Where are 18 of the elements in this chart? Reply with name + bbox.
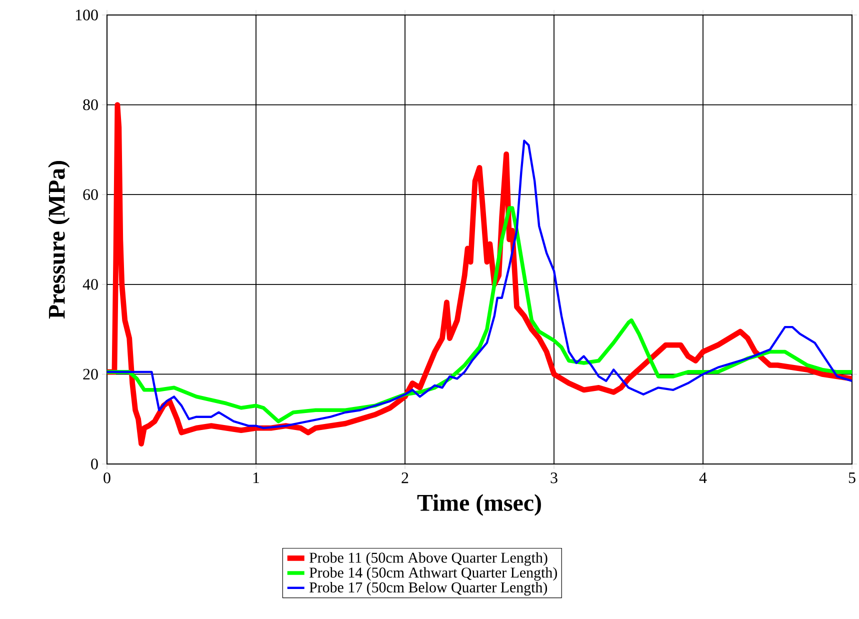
legend-label: Probe 14 (50cm Athwart Quarter Length)	[309, 567, 557, 581]
x-tick-label: 0	[104, 472, 110, 484]
y-tick-label: 20	[83, 368, 98, 380]
x-tick-label: 1	[253, 472, 260, 484]
y-tick-label: 60	[83, 189, 98, 200]
x-tick-label: 4	[699, 472, 707, 484]
y-tick-label: 0	[91, 458, 98, 470]
y-tick-label: 40	[82, 279, 98, 290]
line-series	[107, 140, 852, 430]
y-axis-title: Pressure (MPa)	[48, 160, 70, 319]
y-tick-label: 100	[76, 10, 98, 20]
legend-label: Probe 11 (50cm Above Quarter Length)	[309, 552, 548, 566]
y-tick-label: 80	[83, 99, 98, 110]
x-tick-label: 3	[550, 472, 558, 484]
x-tick-label: 2	[402, 472, 408, 484]
x-axis-title: Time (msec)	[417, 494, 541, 516]
x-tick-label: 5	[848, 472, 856, 484]
legend-label: Probe 17 (50cm Below Quarter Length)	[309, 582, 548, 596]
